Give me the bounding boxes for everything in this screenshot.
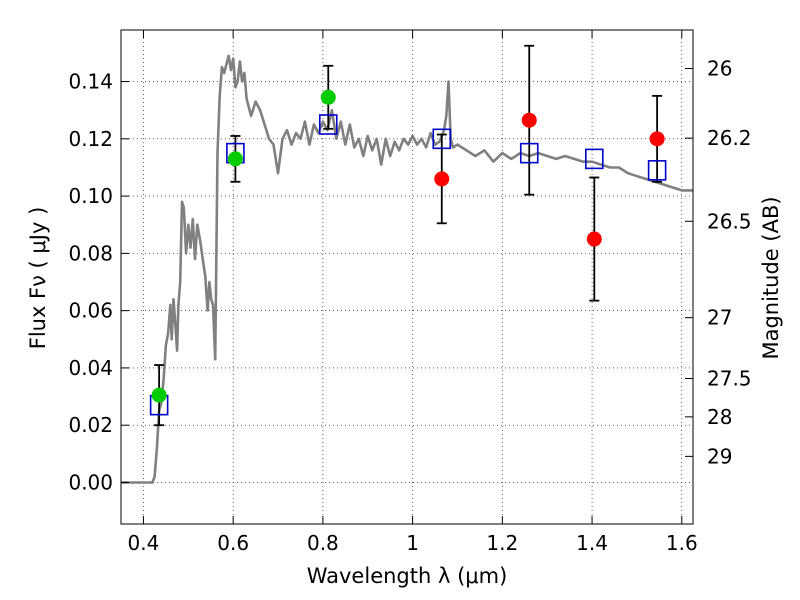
- y-tick-label: 0.10: [68, 184, 113, 208]
- right-axis-tick-label: 26.5: [707, 209, 752, 233]
- synthetic-photometry-square: [519, 142, 539, 164]
- synthetic-photometry-square: [432, 128, 452, 150]
- x-tick-label: 0.6: [217, 531, 249, 555]
- x-axis-label: Wavelength λ (μm): [307, 564, 508, 588]
- x-tick-label: 0.8: [307, 531, 339, 555]
- right-axis-tick-label: 26: [707, 57, 732, 81]
- synthetic-photometry-square: [647, 160, 667, 181]
- right-axis-tick-label: 27.5: [707, 366, 752, 390]
- y-tick-label: 0.00: [68, 470, 113, 494]
- y-tick-label: 0.02: [68, 413, 113, 437]
- observed-optical-point: [320, 89, 336, 105]
- right-axis-tick-label: 26.2: [707, 126, 752, 150]
- synthetic-points-layer: [149, 114, 667, 416]
- observed-infrared-point: [521, 112, 537, 128]
- right-axis-tick-label: 28: [707, 405, 732, 429]
- x-tick-label: 1.6: [666, 531, 698, 555]
- y-tick-label: 0.14: [68, 70, 113, 94]
- model-sed-line: [121, 54, 693, 484]
- observed-optical-point: [227, 151, 243, 167]
- synthetic-photometry-square: [318, 114, 338, 135]
- right-axis-tick-label: 29: [707, 444, 732, 468]
- x-tick-label: 1: [406, 531, 419, 555]
- observed-points-layer: [151, 89, 665, 403]
- y-tick-label: 0.12: [68, 127, 113, 151]
- observed-infrared-point: [434, 171, 450, 187]
- right-axis-label: Magnitude (AB): [759, 196, 783, 359]
- error-bars-layer: [154, 44, 663, 427]
- model-sed-layer: [121, 54, 693, 484]
- observed-optical-point: [151, 387, 167, 403]
- x-tick-label: 1.4: [576, 531, 608, 555]
- x-tick-label: 1.2: [486, 531, 518, 555]
- ticks-layer: 0.4 0.6 0.8 1 1.2 1.4 1.6 0.00 0.02 0.04 0.06 0.08 0…: [68, 30, 752, 555]
- observed-infrared-point: [649, 131, 665, 147]
- grid-lines: [121, 30, 693, 524]
- right-axis-tick-label: 27: [707, 306, 732, 330]
- plot-frame: [120, 29, 694, 525]
- x-tick-label: 0.4: [128, 531, 160, 555]
- synthetic-photometry-square: [585, 148, 604, 170]
- y-tick-label: 0.08: [68, 241, 113, 265]
- y-tick-label: 0.04: [68, 356, 113, 380]
- y-axis-label: Flux Fν ( μJy ): [26, 207, 50, 350]
- observed-infrared-point: [586, 231, 602, 247]
- y-tick-label: 0.06: [68, 299, 113, 323]
